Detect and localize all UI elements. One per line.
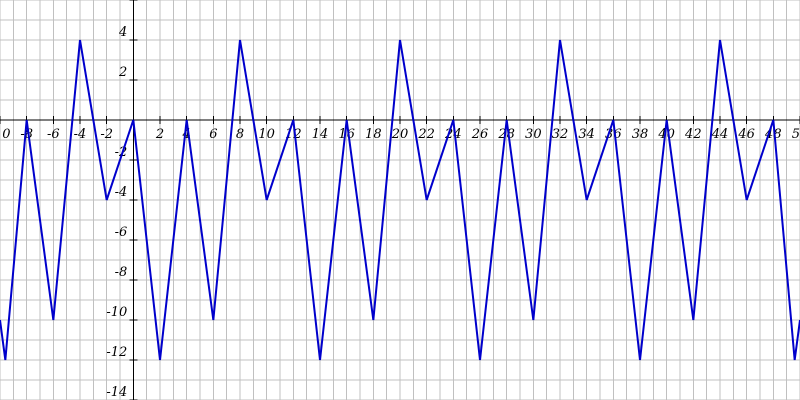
x-tick-label: 20 [391,127,409,142]
x-tick-label: 40 [657,127,675,142]
x-tick-label: 26 [471,127,489,142]
x-tick-label: 48 [764,127,782,142]
x-tick-label: 14 [312,127,329,142]
x-tick-label: 46 [737,127,755,142]
x-tick-label: 18 [365,127,382,142]
series-layer [0,39,800,361]
x-tick-label: 10 [258,127,275,142]
x-tick-label: 24 [444,127,462,142]
x-tick-label: 42 [684,127,702,142]
x-tick-label: 30 [525,127,542,142]
x-tick-label: -10 [0,127,10,142]
x-tick-label: -4 [74,127,87,142]
x-tick-label: -2 [100,127,113,142]
x-tick-label: 34 [578,127,595,142]
y-tick-label: -4 [115,185,128,200]
x-tick-label: 50 [792,127,800,142]
y-tick-label: 2 [118,65,127,80]
x-tick-label: 22 [417,127,435,142]
x-tick-label: 28 [497,127,515,142]
series-line [0,39,800,361]
x-tick-label: 4 [182,127,191,142]
x-tick-label: 16 [338,127,355,142]
y-tick-label: -8 [115,265,128,280]
x-tick-label: 2 [155,127,164,142]
y-tick-label: -14 [106,385,127,400]
x-tick-label: 6 [209,127,217,142]
y-tick-label: 4 [118,25,127,40]
y-tick-label: -6 [115,225,128,240]
x-tick-label: 44 [711,127,729,142]
x-tick-label: 38 [632,127,649,142]
x-tick-label: 32 [552,127,569,142]
x-tick-label: 8 [236,127,244,142]
y-tick-label: -12 [106,345,127,360]
y-tick-label: -10 [106,305,127,320]
x-tick-label: -6 [47,127,60,142]
